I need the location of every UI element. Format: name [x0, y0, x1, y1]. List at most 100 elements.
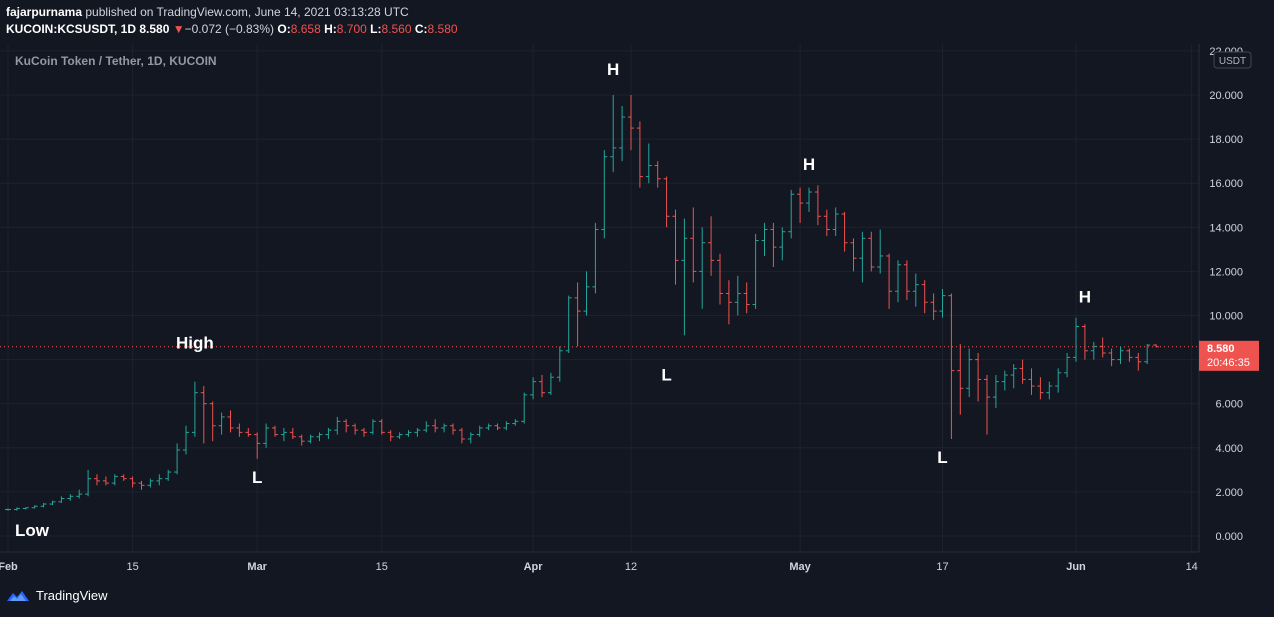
- ohlc-bar: [1073, 317, 1079, 362]
- price-tick-label: 14.000: [1209, 222, 1243, 234]
- ohlc-bar: [76, 489, 83, 499]
- annotation-label: Low: [15, 521, 50, 540]
- ohlc-bar: [378, 419, 385, 435]
- ohlc-bar: [441, 423, 448, 433]
- ohlc-bar: [654, 161, 661, 188]
- ohlc-bar: [263, 423, 270, 448]
- ohlc-bar: [1081, 324, 1088, 360]
- ohlc-bar: [565, 295, 572, 353]
- last-price-tag-bg: [1199, 340, 1259, 371]
- ohlc-line: KUCOIN:KCSUSDT, 1D 8.580 ▼−0.072 (−0.83%…: [6, 21, 458, 38]
- down-arrow-icon: ▼: [172, 22, 185, 36]
- ohlc-bar: [200, 386, 207, 444]
- ohlc-bar: [859, 231, 866, 283]
- ohlc-bar: [975, 352, 982, 402]
- low-label: L:: [370, 22, 382, 36]
- time-tick-label: May: [789, 561, 811, 573]
- low-value: 8.560: [381, 22, 412, 36]
- ohlc-bar: [681, 218, 688, 336]
- ohlc-bar: [939, 289, 946, 318]
- open-value: 8.658: [290, 22, 321, 36]
- ohlc-bar: [67, 494, 74, 501]
- ohlc-bar: [13, 507, 20, 511]
- annotation-label: High: [176, 334, 214, 353]
- ohlc-bar: [334, 416, 341, 435]
- currency-badge-frame: [1213, 51, 1252, 69]
- ohlc-bar: [1099, 337, 1106, 358]
- ohlc-bar: [521, 392, 528, 424]
- ohlc-bar: [761, 222, 768, 256]
- last-price-tag-value: 8.580: [1207, 343, 1235, 355]
- price-axis[interactable]: 0.0002.0004.0006.0008.00010.00012.00014.…: [1209, 46, 1243, 543]
- ohlc-bar: [307, 434, 314, 444]
- ohlc-bar: [31, 505, 38, 509]
- currency-badge-label: USDT: [1219, 56, 1246, 67]
- ohlc-bar: [102, 476, 109, 486]
- ohlc-bar: [485, 423, 492, 431]
- price-tick-label: 20.000: [1209, 90, 1243, 102]
- ohlc-bar: [574, 282, 581, 347]
- ohlc-bar: [272, 425, 278, 437]
- ohlc-bar: [129, 476, 136, 488]
- ohlc-bar: [992, 375, 999, 409]
- ohlc-bar: [58, 496, 65, 503]
- ohlc-bar: [717, 253, 723, 305]
- ohlc-bar: [912, 273, 919, 307]
- ohlc-bar: [432, 419, 439, 433]
- ohlc-bar: [369, 419, 376, 435]
- time-tick-label: Feb: [0, 561, 18, 573]
- ohlc-bar: [138, 480, 145, 490]
- ohlc-bar: [966, 348, 973, 398]
- annotation-label: H: [803, 155, 815, 174]
- ohlc-bar: [797, 187, 804, 223]
- published-text: published on TradingView.com, June 14, 2…: [85, 5, 409, 19]
- open-label: O:: [277, 22, 291, 36]
- time-axis[interactable]: Feb 15 Mar 15 Apr 12 May 17 Jun 14: [0, 561, 1198, 573]
- ohlc-bar: [895, 260, 901, 303]
- price-tick-label: 16.000: [1209, 178, 1243, 190]
- ohlc-bar: [832, 207, 839, 237]
- ohlc-bar: [467, 432, 474, 444]
- price-tick-label: 10.000: [1209, 311, 1243, 323]
- annotation-label: H: [607, 60, 619, 79]
- ohlc-bar: [619, 106, 626, 162]
- ohlc-bar: [868, 231, 875, 272]
- time-tick-label: 14: [1186, 561, 1198, 573]
- ohlc-bar: [788, 189, 795, 239]
- ohlc-bar: [458, 427, 465, 444]
- currency-badge[interactable]: USDT: [1213, 51, 1252, 69]
- time-tick-label: 17: [936, 561, 948, 573]
- ohlc-bar: [779, 227, 786, 261]
- author-name[interactable]: fajarpurnama: [6, 5, 83, 19]
- high-value: 8.700: [336, 22, 367, 36]
- ohlc-bar: [191, 381, 198, 437]
- price-tick-label: 18.000: [1209, 134, 1243, 146]
- ohlc-bar: [1046, 381, 1053, 400]
- ohlc-bar: [743, 282, 750, 314]
- last-price-tag: 8.580 20:46:35: [1199, 340, 1259, 371]
- price-tick-label: 6.000: [1215, 399, 1243, 411]
- tradingview-brand: TradingView: [36, 588, 108, 603]
- ohlc-bar: [218, 412, 225, 435]
- ohlc-bar: [948, 293, 955, 439]
- ohlc-bar: [111, 474, 118, 486]
- ohlc-bar: [708, 216, 715, 276]
- chart-grid: [0, 44, 1199, 552]
- annotation-label: L: [661, 366, 671, 385]
- close-label: C:: [414, 22, 428, 36]
- time-tick-label: 15: [126, 561, 138, 573]
- price-tick-label: 0.000: [1215, 531, 1243, 543]
- ohlc-bar: [1001, 370, 1008, 391]
- ohlc-bar: [49, 500, 56, 506]
- ohlc-bar: [414, 427, 421, 437]
- ohlc-bar: [494, 423, 501, 431]
- ohlc-bar: [957, 344, 964, 415]
- ohlc-bar: [280, 427, 287, 442]
- high-label: H:: [324, 22, 337, 36]
- ohlc-bar: [254, 432, 261, 459]
- tradingview-footer[interactable]: TradingView: [6, 588, 108, 603]
- ohlc-bar: [841, 211, 848, 252]
- ohlc-bar: [22, 507, 29, 510]
- ohlc-bar: [236, 423, 243, 437]
